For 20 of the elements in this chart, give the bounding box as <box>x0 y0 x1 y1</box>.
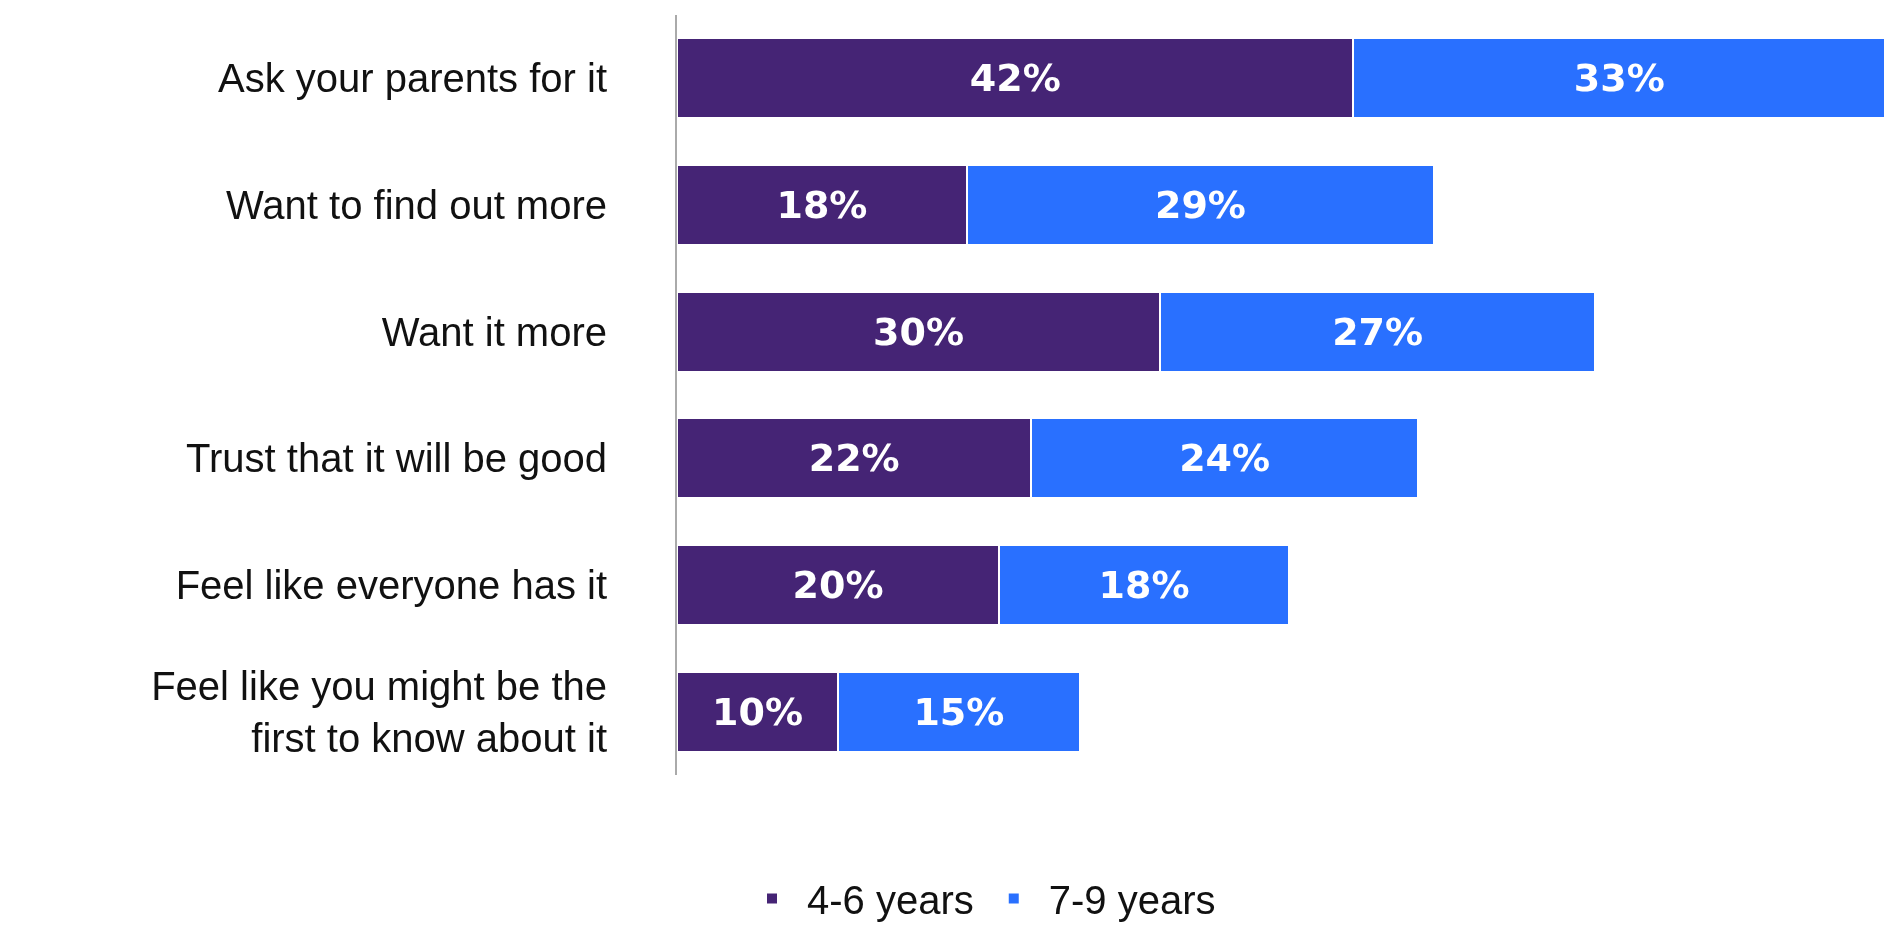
data-label: 18% <box>1098 563 1190 607</box>
data-label: 33% <box>1573 56 1665 101</box>
y-tick-label: Want to find out more <box>226 183 607 227</box>
data-label: 15% <box>913 689 1005 734</box>
y-tick-label: Feel like you might be the first to know about it <box>151 663 607 760</box>
data-label: 22% <box>808 436 900 481</box>
data-label: 42% <box>969 56 1061 101</box>
y-tick-label: Want it more <box>381 309 607 354</box>
legend-label: 4-6 years <box>807 878 974 923</box>
data-label: 20% <box>792 563 884 607</box>
data-label: 29% <box>1154 183 1246 227</box>
data-label: 18% <box>776 183 868 227</box>
y-tick-label: Ask your parents for it <box>217 56 607 101</box>
data-label: 10% <box>712 689 804 734</box>
data-label: 30% <box>873 309 965 354</box>
legend-label: 7-9 years <box>1048 878 1216 923</box>
y-tick-label: Feel like everyone has it <box>175 563 607 607</box>
data-label: 27% <box>1332 309 1424 354</box>
y-tick-label: Trust that it will be good <box>186 436 607 481</box>
data-label: 24% <box>1179 436 1271 481</box>
